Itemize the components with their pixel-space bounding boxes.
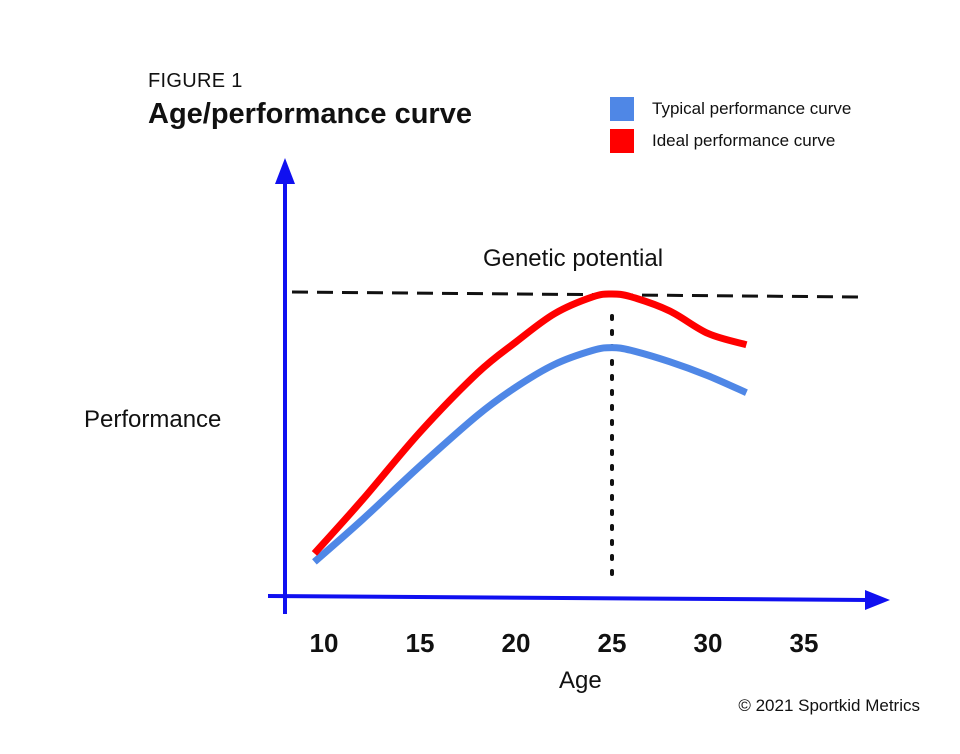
genetic-potential-label: Genetic potential	[483, 245, 663, 272]
chart-title: Age/performance curve	[148, 98, 472, 130]
legend: Typical performance curve Ideal performa…	[610, 93, 851, 157]
x-tick-label-10: 10	[310, 628, 339, 658]
x-axis-line	[267, 594, 869, 602]
genetic-potential-line	[291, 290, 861, 299]
series-line-typical	[312, 344, 748, 565]
y-axis-arrowhead	[275, 158, 295, 184]
x-tick-label-35: 35	[790, 628, 819, 658]
legend-item-ideal: Ideal performance curve	[610, 125, 851, 157]
legend-label-ideal: Ideal performance curve	[652, 131, 836, 150]
legend-label-typical: Typical performance curve	[652, 99, 852, 118]
series-line-ideal	[311, 290, 748, 556]
x-axis-arrowhead	[865, 590, 890, 610]
axes	[267, 158, 890, 614]
legend-swatch-typical	[610, 97, 634, 121]
x-axis-label: Age	[559, 667, 602, 694]
x-tick-labels: 10 15 20 25 30 35	[310, 628, 819, 658]
x-tick-label-30: 30	[694, 628, 723, 658]
y-axis-label: Performance	[84, 406, 222, 433]
x-tick-label-25: 25	[598, 628, 627, 658]
x-tick-label-15: 15	[406, 628, 435, 658]
legend-swatch-ideal	[610, 129, 634, 153]
x-tick-label-20: 20	[502, 628, 531, 658]
legend-item-typical: Typical performance curve	[610, 93, 851, 125]
chart-marks: Genetic potential	[291, 245, 861, 578]
figure-kicker: FIGURE 1	[148, 70, 243, 92]
copyright-notice: © 2021 Sportkid Metrics	[738, 696, 920, 715]
